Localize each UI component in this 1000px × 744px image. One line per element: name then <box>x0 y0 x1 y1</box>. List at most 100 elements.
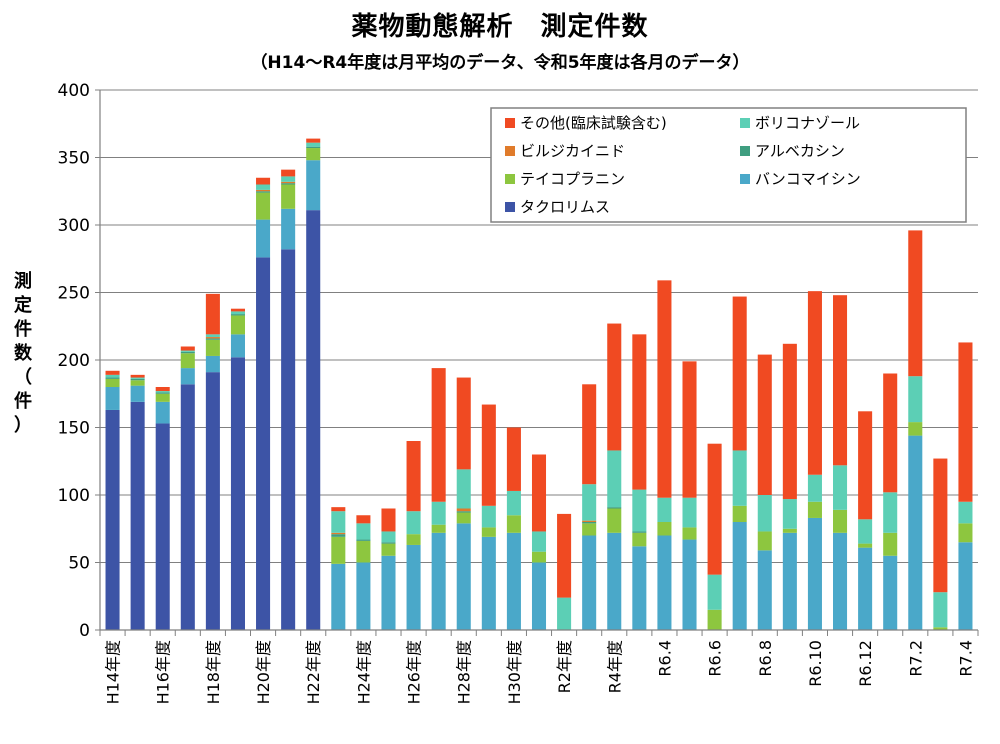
bar-segment <box>481 505 496 528</box>
y-tick-label: 200 <box>58 351 90 371</box>
bar-segment <box>331 563 346 630</box>
bar-segment <box>155 393 170 402</box>
bar-segment <box>130 378 145 381</box>
legend-box <box>490 107 967 223</box>
legend-item: バンコマイシン <box>740 170 861 188</box>
bar-stack <box>582 384 597 630</box>
bar-segment <box>908 435 923 630</box>
bar-segment <box>180 351 195 354</box>
bar-segment <box>180 384 195 630</box>
bar-segment <box>908 230 923 377</box>
bar-segment <box>256 191 271 193</box>
bar-segment <box>130 380 145 386</box>
bar-segment <box>155 423 170 630</box>
bar-segment <box>230 357 245 630</box>
bars <box>105 138 973 631</box>
bar-segment <box>456 377 471 470</box>
bar-segment <box>130 385 145 402</box>
bar-segment <box>130 374 145 378</box>
bar-segment <box>331 507 346 512</box>
y-tick-label: 150 <box>58 419 90 439</box>
bar-segment <box>506 515 521 533</box>
bar-segment <box>933 458 948 593</box>
legend-label: その他(臨床試験含む) <box>520 114 667 132</box>
bar-segment <box>256 192 271 220</box>
bar-stack <box>180 346 195 630</box>
bar-segment <box>205 372 220 630</box>
bar-stack <box>531 454 547 630</box>
bar-segment <box>531 551 547 563</box>
bar-segment <box>958 542 973 630</box>
bar-segment <box>105 370 120 375</box>
bar-segment <box>782 528 797 533</box>
bar-stack <box>782 343 797 630</box>
bar-segment <box>306 160 321 211</box>
legend-swatch <box>505 146 515 156</box>
bar-stack <box>155 387 170 630</box>
x-tick-label: R7.2 <box>906 640 925 677</box>
bar-segment <box>582 522 597 524</box>
bar-segment <box>105 374 120 378</box>
y-axis-title: 測定件数（件） <box>14 271 32 436</box>
bar-segment <box>908 422 923 436</box>
bar-segment <box>356 562 371 630</box>
bar-stack <box>958 342 973 630</box>
bar-stack <box>757 354 772 630</box>
bar-segment <box>782 499 797 529</box>
bar-segment <box>632 531 647 533</box>
bar-segment <box>531 454 547 532</box>
y-tick-label: 300 <box>58 216 90 236</box>
legend-label: ビルジカイニド <box>520 142 625 160</box>
bar-stack <box>732 296 747 630</box>
bar-segment <box>657 497 672 522</box>
bar-segment <box>105 378 120 387</box>
bar-segment <box>281 249 296 631</box>
bar-stack <box>657 280 672 630</box>
bar-segment <box>657 535 672 630</box>
bar-segment <box>456 508 471 512</box>
bar-stack <box>807 291 822 630</box>
x-tick-label: H26年度 <box>405 640 424 704</box>
bar-segment <box>230 314 245 316</box>
legend-swatch <box>505 174 515 184</box>
legend-swatch <box>740 118 750 128</box>
legend-item: ボリコナゾール <box>740 114 860 132</box>
x-tick-labels: H14年度 H16年度 H18年度 H20年度 H22年度 H24年度 H26年度 H28年度… <box>104 640 976 704</box>
bar-segment <box>883 532 898 556</box>
bar-segment <box>607 323 622 451</box>
bar-segment <box>506 532 521 630</box>
bar-segment <box>406 511 421 535</box>
legend-item: その他(臨床試験含む) <box>505 114 667 132</box>
bar-stack <box>481 404 496 630</box>
bar-segment <box>582 520 597 522</box>
bar-segment <box>682 539 697 630</box>
bar-stack <box>230 308 245 630</box>
bar-segment <box>256 219 271 258</box>
bar-segment <box>632 489 647 532</box>
bar-segment <box>431 524 446 533</box>
bar-segment <box>256 184 271 190</box>
bar-segment <box>833 509 848 533</box>
bar-segment <box>657 280 672 498</box>
bar-segment <box>205 293 220 335</box>
bar-segment <box>582 535 597 630</box>
bar-segment <box>607 507 622 509</box>
bar-stack <box>431 368 446 630</box>
bar-stack <box>281 169 296 631</box>
bar-segment <box>406 544 421 630</box>
bar-segment <box>205 339 220 356</box>
legend-item: テイコプラニン <box>505 170 625 188</box>
bar-segment <box>230 315 245 335</box>
bar-stack <box>306 138 321 630</box>
bar-segment <box>883 373 898 493</box>
y-tick-label: 250 <box>58 284 90 304</box>
bar-stack <box>406 441 421 630</box>
bar-segment <box>180 353 195 369</box>
bar-segment <box>531 562 547 630</box>
bar-segment <box>456 512 471 524</box>
bar-segment <box>281 181 296 184</box>
bar-stack <box>883 373 898 630</box>
bar-segment <box>306 142 321 147</box>
bar-segment <box>682 497 697 528</box>
bar-segment <box>155 391 170 393</box>
